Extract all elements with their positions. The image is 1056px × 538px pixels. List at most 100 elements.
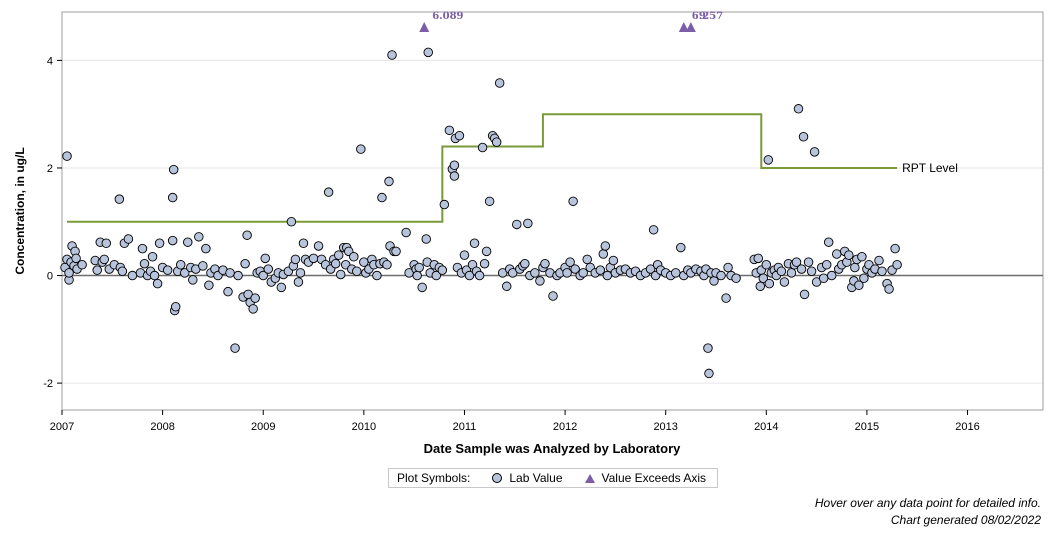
lab-value-point[interactable] [449,171,460,181]
lab-value-point[interactable] [449,160,460,171]
lab-value-point[interactable] [854,280,864,290]
lab-value-point[interactable] [823,237,834,247]
lab-value-point[interactable] [877,266,887,276]
lab-value-point[interactable] [152,278,163,289]
lab-value-point[interactable] [240,258,250,269]
exceeds-axis-triangle[interactable] [419,22,430,32]
lab-value-point[interactable] [387,50,397,60]
lab-value-point[interactable] [821,260,832,270]
lab-value-point[interactable] [71,253,81,264]
lab-value-point[interactable] [648,225,659,235]
lab-value-point[interactable] [377,192,387,203]
lab-value-point[interactable] [761,260,772,270]
lab-value-point[interactable] [352,266,362,276]
lab-value-point[interactable] [167,192,178,203]
lab-value-point[interactable] [313,241,324,251]
lab-value-point[interactable] [168,164,179,175]
lab-value-point[interactable] [704,368,714,379]
lab-value-point[interactable] [501,281,512,292]
lab-value-point[interactable] [286,217,297,227]
lab-value-point[interactable] [753,253,764,264]
lab-value-point[interactable] [92,265,102,275]
lab-value-point[interactable] [799,289,810,300]
lab-value-point[interactable] [484,196,495,207]
lab-value-point[interactable] [826,270,837,281]
lab-value-point[interactable] [520,258,530,269]
lab-value-point[interactable] [570,264,580,274]
lab-value-point[interactable] [806,266,817,276]
lab-value-point[interactable] [796,264,807,274]
lab-value-point[interactable] [330,258,341,269]
lab-value-point[interactable] [716,270,726,281]
lab-value-point[interactable] [198,261,208,271]
lab-value-point[interactable] [494,78,505,88]
lab-value-point[interactable] [417,282,427,293]
lab-value-point[interactable] [776,266,787,276]
lab-value-point[interactable] [565,257,575,267]
lab-value-point[interactable] [595,265,606,275]
lab-value-point[interactable] [162,265,173,275]
lab-value-point[interactable] [423,47,433,58]
lab-value-point[interactable] [874,255,884,266]
lab-value-point[interactable] [223,286,233,297]
lab-value-point[interactable] [809,147,820,157]
lab-value-point[interactable] [308,253,319,264]
lab-value-point[interactable] [295,268,306,278]
lab-value-point[interactable] [154,238,165,249]
lab-value-point[interactable] [568,196,578,207]
lab-value-point[interactable] [645,264,656,274]
lab-value-point[interactable] [137,243,148,254]
lab-value-point[interactable] [530,268,540,278]
lab-value-point[interactable] [372,270,382,281]
lab-value-point[interactable] [491,137,502,147]
lab-value-point[interactable] [779,277,790,287]
lab-value-point[interactable] [117,266,128,276]
lab-value-point[interactable] [183,237,193,247]
lab-value-point[interactable] [414,262,424,273]
lab-value-point[interactable] [147,251,158,262]
lab-value-point[interactable] [62,151,72,161]
lab-value-point[interactable] [818,273,829,283]
lab-value-point[interactable] [803,257,814,267]
lab-value-point[interactable] [444,125,455,136]
lab-value-point[interactable] [349,251,359,262]
lab-value-point[interactable] [114,194,125,204]
lab-value-point[interactable] [859,273,869,283]
lab-value-point[interactable] [671,268,681,278]
lab-value-point[interactable] [175,260,186,270]
lab-value-point[interactable] [857,251,867,262]
lab-value-point[interactable] [844,250,854,260]
lab-value-point[interactable] [786,268,797,278]
lab-value-point[interactable] [127,270,138,281]
lab-value-point[interactable] [763,155,774,165]
lab-value-point[interactable] [758,273,769,283]
lab-value-point[interactable] [602,270,613,281]
lab-value-point[interactable] [523,218,533,229]
lab-value-point[interactable] [258,270,268,281]
lab-value-point[interactable] [391,246,401,257]
lab-value-point[interactable] [421,234,431,244]
lab-value-point[interactable] [401,227,411,238]
lab-value-point[interactable] [764,278,775,289]
lab-value-point[interactable] [323,187,334,197]
lab-value-point[interactable] [598,249,609,259]
lab-value-point[interactable] [167,235,178,246]
lab-value-point[interactable] [333,250,344,260]
lab-value-point[interactable] [248,304,258,314]
lab-value-point[interactable] [431,270,442,281]
lab-value-point[interactable] [755,281,766,292]
lab-value-point[interactable] [464,270,475,281]
lab-value-point[interactable] [459,250,470,260]
lab-value-point[interactable] [204,280,214,290]
lab-value-point[interactable] [412,270,422,281]
lab-value-point[interactable] [469,238,480,249]
lab-value-point[interactable] [798,132,809,142]
lab-value-point[interactable] [170,301,181,312]
lab-value-point[interactable] [892,260,902,270]
lab-value-point[interactable] [731,273,741,283]
lab-value-point[interactable] [890,243,900,254]
lab-value-point[interactable] [562,268,572,278]
lab-value-point[interactable] [512,219,522,230]
lab-value-point[interactable] [276,282,287,293]
lab-value-point[interactable] [139,258,150,269]
